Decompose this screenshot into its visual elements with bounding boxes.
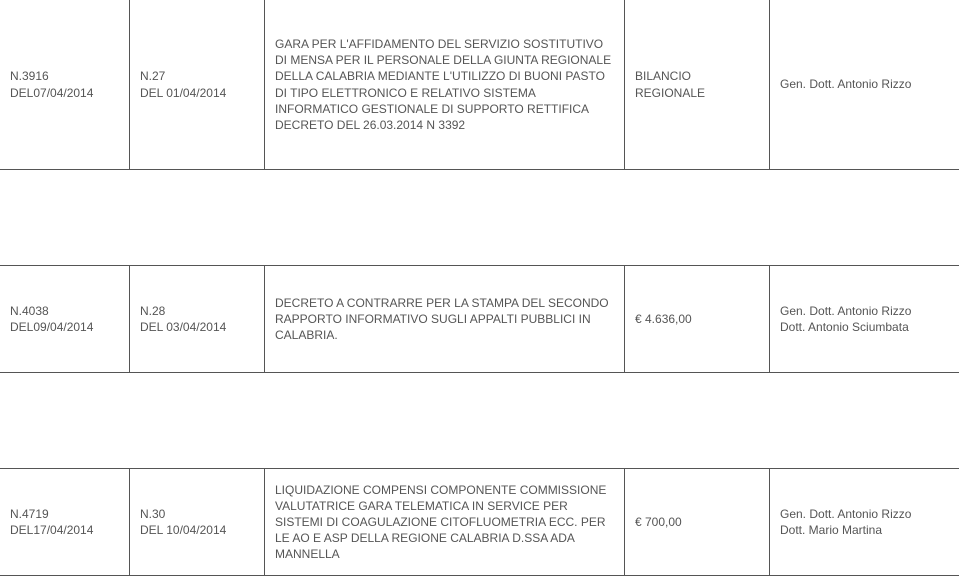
cell-act: N.28 DEL 03/04/2014 [130,266,265,372]
cell-description: GARA PER L'AFFIDAMENTO DEL SERVIZIO SOST… [265,0,625,169]
act-date: DEL 03/04/2014 [140,319,254,335]
act-no: N.30 [140,506,254,522]
cell-ref: N.4038 DEL09/04/2014 [0,266,130,372]
ref-no: N.3916 [10,68,119,84]
resp-line1: Gen. Dott. Antonio Rizzo [780,506,949,522]
ref-date: DEL07/04/2014 [10,85,119,101]
cell-responsible: Gen. Dott. Antonio Rizzo Dott. Mario Mar… [770,469,959,575]
cell-amount: € 4.636,00 [625,266,770,372]
document-table: N.3916 DEL07/04/2014 N.27 DEL 01/04/2014… [0,0,959,576]
cell-description: DECRETO A CONTRARRE PER LA STAMPA DEL SE… [265,266,625,372]
table-row: N.3916 DEL07/04/2014 N.27 DEL 01/04/2014… [0,0,959,170]
cell-act: N.30 DEL 10/04/2014 [130,469,265,575]
ref-no: N.4038 [10,303,119,319]
ref-no: N.4719 [10,506,119,522]
row-spacer [0,373,959,468]
cell-amount: € 700,00 [625,469,770,575]
resp-line2: Dott. Antonio Sciumbata [780,319,949,335]
row-spacer [0,170,959,265]
cell-act: N.27 DEL 01/04/2014 [130,0,265,169]
resp-line2: Dott. Mario Martina [780,522,949,538]
cell-ref: N.4719 DEL17/04/2014 [0,469,130,575]
amount-line2: REGIONALE [635,85,759,101]
ref-date: DEL17/04/2014 [10,522,119,538]
cell-responsible: Gen. Dott. Antonio Rizzo [770,0,959,169]
table-row: N.4719 DEL17/04/2014 N.30 DEL 10/04/2014… [0,468,959,576]
cell-ref: N.3916 DEL07/04/2014 [0,0,130,169]
description-text: DECRETO A CONTRARRE PER LA STAMPA DEL SE… [275,295,614,344]
cell-responsible: Gen. Dott. Antonio Rizzo Dott. Antonio S… [770,266,959,372]
act-date: DEL 10/04/2014 [140,522,254,538]
cell-amount: BILANCIO REGIONALE [625,0,770,169]
act-date: DEL 01/04/2014 [140,85,254,101]
amount-line1: BILANCIO [635,68,759,84]
ref-date: DEL09/04/2014 [10,319,119,335]
cell-description: LIQUIDAZIONE COMPENSI COMPONENTE COMMISS… [265,469,625,575]
act-no: N.28 [140,303,254,319]
description-text: LIQUIDAZIONE COMPENSI COMPONENTE COMMISS… [275,482,614,563]
resp-line1: Gen. Dott. Antonio Rizzo [780,303,949,319]
amount-line1: € 700,00 [635,514,759,530]
resp-line1: Gen. Dott. Antonio Rizzo [780,76,949,92]
amount-line1: € 4.636,00 [635,311,759,327]
description-text: GARA PER L'AFFIDAMENTO DEL SERVIZIO SOST… [275,36,614,133]
table-row: N.4038 DEL09/04/2014 N.28 DEL 03/04/2014… [0,265,959,373]
act-no: N.27 [140,68,254,84]
